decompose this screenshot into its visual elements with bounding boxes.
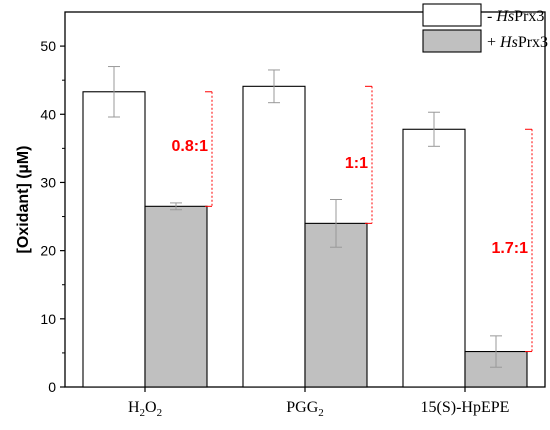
x-tick-label: PGG2: [286, 399, 324, 419]
y-tick-label: 20: [40, 243, 56, 259]
y-tick-label: 0: [48, 379, 56, 395]
legend-label: - HsPrx3: [487, 8, 544, 25]
y-tick-label: 30: [40, 174, 56, 190]
x-tick-label: H2O2: [128, 399, 162, 419]
bar: [402, 128, 466, 388]
legend-label: + HsPrx3: [487, 34, 548, 51]
ratio-label: 0.8:1: [172, 138, 209, 155]
y-tick-label: 50: [40, 38, 56, 54]
legend: - HsPrx3 + HsPrx3: [422, 3, 548, 53]
y-axis-label: [Oxidant] (µM): [15, 146, 32, 254]
bar: [304, 222, 368, 388]
ratio-label: 1.7:1: [492, 240, 529, 257]
y-tick-label: 10: [40, 311, 56, 327]
y-tick-label: 40: [40, 106, 56, 122]
legend-swatch: [422, 3, 482, 27]
bar: [144, 205, 208, 388]
bar: [82, 91, 146, 388]
bar: [242, 85, 306, 388]
x-tick-label: 15(S)-HpEPE: [421, 399, 510, 416]
legend-swatch: [422, 29, 482, 53]
ratio-label: 1:1: [345, 155, 368, 172]
ratio-annotations: 0.8:1 1:1 1.7:1: [172, 85, 533, 353]
bars: [82, 85, 528, 388]
error-bars: [108, 66, 502, 368]
